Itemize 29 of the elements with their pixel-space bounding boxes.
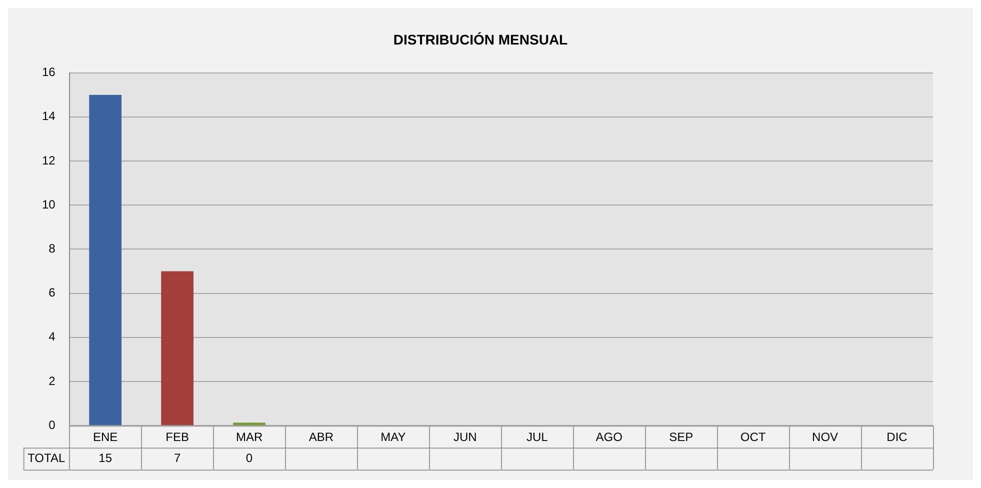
y-tick-label: 0	[48, 418, 56, 432]
bar	[161, 271, 194, 426]
x-tick-label: FEB	[166, 430, 189, 444]
x-tick-label: ABR	[308, 430, 334, 444]
y-tick-label: 4	[48, 330, 56, 344]
x-tick-label: NOV	[812, 430, 838, 444]
x-tick-label: SEP	[669, 430, 694, 444]
x-tick-label: DIC	[886, 430, 908, 444]
x-tick-label: AGO	[596, 430, 622, 444]
y-tick-label: 12	[42, 153, 56, 168]
chart-title: DISTRIBUCIÓN MENSUAL	[393, 31, 568, 48]
y-tick-label: 14	[42, 109, 56, 124]
x-tick-label: MAR	[236, 430, 263, 444]
text: TOTAL	[28, 450, 66, 465]
bar	[89, 94, 122, 426]
y-tick-label: 2	[48, 374, 56, 388]
data-label: 7	[174, 450, 181, 465]
y-tick-label: 16	[42, 65, 56, 80]
y-tick-label: 6	[48, 286, 56, 300]
y-tick-label: 10	[42, 197, 56, 212]
data-label: 0	[246, 450, 253, 465]
x-tick-label: MAY	[380, 430, 406, 444]
y-tick-label: 8	[48, 242, 56, 256]
bar	[233, 422, 266, 426]
x-tick-label: JUL	[526, 430, 548, 444]
x-tick-label: JUN	[454, 430, 477, 444]
x-tick-label: ENE	[92, 430, 118, 444]
x-tick-label: OCT	[740, 430, 766, 444]
data-label: 15	[98, 450, 112, 465]
